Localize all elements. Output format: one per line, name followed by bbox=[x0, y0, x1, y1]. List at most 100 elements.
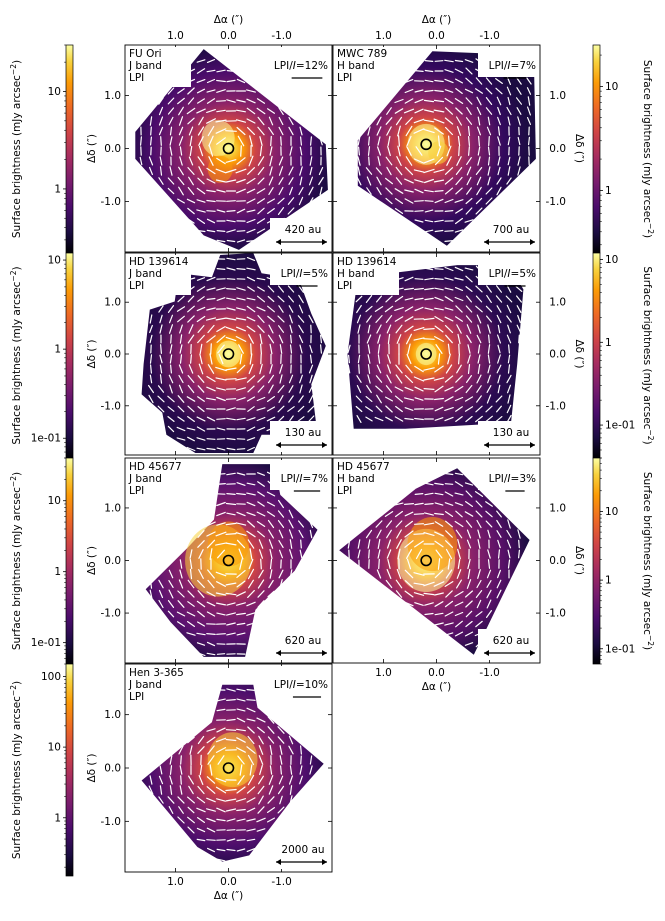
polarization-vector bbox=[206, 89, 216, 93]
polarization-vectors bbox=[149, 471, 314, 657]
polarization-vector bbox=[226, 829, 236, 831]
polarization-vector bbox=[257, 166, 265, 176]
polarization-vector bbox=[299, 374, 303, 384]
polarization-vector bbox=[506, 374, 512, 384]
polarization-vector bbox=[225, 532, 237, 536]
polarization-vector bbox=[357, 136, 361, 146]
polarization-vector bbox=[246, 688, 256, 692]
polarization-vector bbox=[444, 580, 454, 588]
polarization-vector bbox=[476, 395, 482, 403]
polarization-vector bbox=[454, 296, 464, 302]
polarization-vector bbox=[215, 119, 227, 123]
polarization-vector bbox=[236, 591, 246, 597]
polarization-vector bbox=[169, 384, 173, 394]
polarization-vector bbox=[257, 286, 265, 292]
polarization-vector bbox=[319, 136, 323, 146]
polarization-vector bbox=[445, 569, 453, 579]
polarization-vector bbox=[169, 354, 173, 364]
polarization-vector bbox=[256, 520, 266, 528]
polarization-vector bbox=[169, 146, 173, 156]
polarization-vector bbox=[289, 795, 293, 805]
polarization-vector bbox=[414, 602, 424, 606]
polarization-vector bbox=[447, 343, 451, 355]
polarization-vector bbox=[477, 569, 481, 579]
polarization-vector bbox=[268, 539, 274, 549]
y-tick-label: 1.0 bbox=[549, 90, 566, 102]
polarization-vector bbox=[216, 287, 226, 291]
vector-legend-background bbox=[478, 460, 538, 490]
polarization-vector bbox=[457, 135, 461, 147]
polarization-vector bbox=[278, 529, 284, 539]
polarization-vector bbox=[395, 177, 403, 185]
polarization-vector bbox=[169, 314, 173, 324]
polarization-vector bbox=[454, 502, 464, 506]
polarization-vector bbox=[267, 285, 275, 293]
polarization-vector bbox=[454, 68, 464, 74]
polarization-vector bbox=[207, 755, 215, 765]
y-tick-label: 0.0 bbox=[104, 143, 121, 155]
polarization-vector bbox=[423, 128, 435, 134]
polarization-vector bbox=[374, 416, 384, 422]
polarization-vector bbox=[424, 512, 434, 516]
polarization-vector bbox=[444, 491, 454, 497]
polarization-vector bbox=[433, 109, 445, 113]
polarization-vector bbox=[320, 344, 322, 354]
polarization-vector bbox=[447, 558, 451, 570]
polarization-vector bbox=[423, 338, 435, 340]
polarization-vector bbox=[404, 287, 414, 291]
polarization-vector bbox=[496, 510, 502, 518]
polarization-vector bbox=[466, 375, 472, 383]
image-mode: LPI bbox=[129, 691, 144, 703]
polarization-vector bbox=[454, 601, 464, 607]
polarization-vector bbox=[290, 334, 292, 344]
polarization-vector bbox=[424, 69, 434, 73]
polarization-vector bbox=[415, 146, 423, 156]
polarization-vector bbox=[424, 209, 434, 213]
polarization-vector bbox=[247, 539, 255, 549]
polarization-vector bbox=[394, 208, 404, 214]
polarization-vector bbox=[279, 374, 283, 384]
polarization-vector bbox=[236, 326, 246, 332]
polarization-vector bbox=[225, 326, 237, 332]
polarization-vector bbox=[207, 569, 215, 579]
polarization-vector bbox=[376, 295, 382, 303]
polarization-vector bbox=[308, 364, 314, 374]
polarization-vector bbox=[377, 354, 381, 364]
polarization-vector bbox=[497, 354, 501, 364]
polarization-vector bbox=[206, 78, 216, 84]
polarization-vector bbox=[266, 406, 276, 412]
polarization-vector bbox=[434, 336, 444, 342]
polarization-vector bbox=[455, 316, 463, 322]
scale-bar-arrow-left bbox=[484, 239, 489, 245]
polarization-vector bbox=[169, 126, 173, 136]
polarization-vector bbox=[216, 189, 226, 193]
y-axis-label: Δδ (″) bbox=[573, 339, 585, 368]
polarization-vector bbox=[455, 78, 463, 84]
polarization-vector bbox=[236, 268, 246, 270]
polarization-vector bbox=[517, 529, 521, 539]
polarization-vector bbox=[256, 427, 266, 431]
polarization-vector bbox=[385, 396, 393, 402]
polarization-vector bbox=[507, 116, 511, 126]
polarization-vector bbox=[433, 377, 445, 381]
polarization-vector bbox=[297, 315, 305, 323]
polarization-vector bbox=[186, 427, 196, 431]
polarization-vector bbox=[458, 145, 460, 157]
polarization-vector bbox=[196, 68, 206, 74]
polarization-vector bbox=[527, 96, 531, 106]
polarization-vector bbox=[454, 590, 464, 598]
polarization-vector bbox=[207, 324, 215, 334]
colorbar-tick-label: 10 bbox=[48, 255, 61, 267]
polarization-vector bbox=[246, 316, 256, 322]
polarization-vector bbox=[169, 765, 173, 775]
polarization-vector bbox=[508, 344, 510, 354]
polarization-vector bbox=[376, 116, 382, 126]
polarization-vector bbox=[456, 364, 462, 374]
polarization-vector bbox=[347, 344, 351, 354]
polarization-vector bbox=[397, 548, 401, 560]
polarization-vector bbox=[206, 601, 216, 607]
polarization-vector bbox=[159, 156, 163, 166]
image-mode: LPI bbox=[337, 485, 352, 497]
polarization-vector bbox=[207, 579, 215, 589]
